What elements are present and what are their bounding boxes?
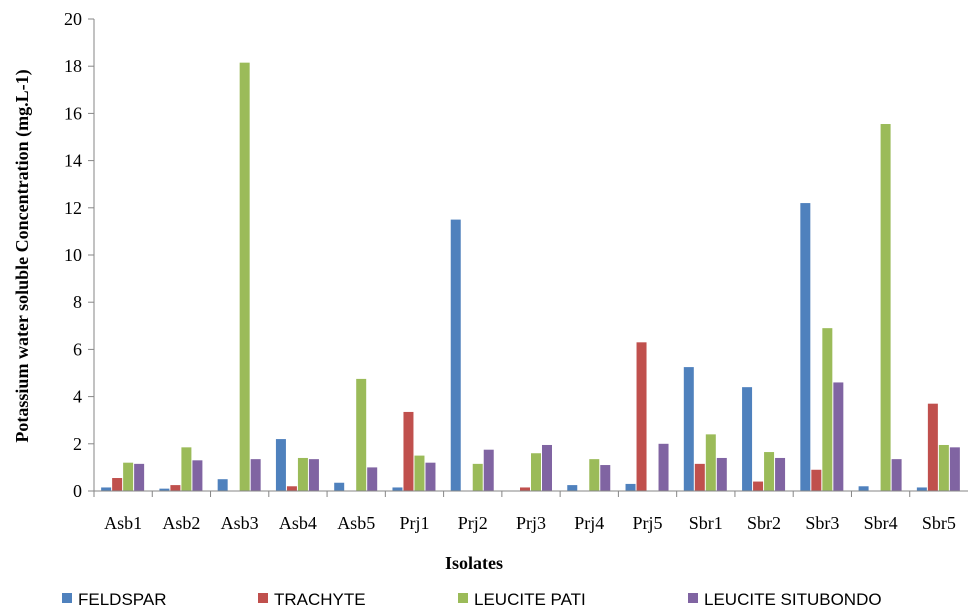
- y-tick-label: 8: [73, 292, 82, 312]
- bar-leucite-situbondo-sbr4: [891, 459, 902, 491]
- x-tick-label: Prj1: [399, 513, 429, 533]
- x-tick-label: Prj5: [633, 513, 663, 533]
- bar-leucite-situbondo-prj5: [658, 443, 669, 491]
- legend-label: LEUCITE PATI: [474, 590, 586, 609]
- y-tick-label: 18: [64, 56, 82, 76]
- bar-feldspar-sbr4: [858, 486, 869, 491]
- bar-feldspar-sbr1: [683, 367, 694, 491]
- bar-leucite-pati-sbr3: [822, 328, 833, 491]
- bar-leucite-pati-asb5: [356, 378, 367, 491]
- bar-feldspar-prj1: [392, 487, 403, 491]
- y-tick-label: 16: [64, 103, 82, 123]
- legend-label: TRACHYTE: [274, 590, 366, 609]
- bar-leucite-situbondo-sbr5: [949, 447, 960, 491]
- legend-swatch: [258, 593, 268, 603]
- bar-feldspar-asb1: [101, 487, 112, 491]
- bar-trachyte-sbr3: [811, 469, 822, 491]
- x-axis-title: Isolates: [445, 553, 503, 573]
- legend-swatch: [458, 593, 468, 603]
- bar-leucite-pati-asb1: [123, 462, 134, 491]
- x-tick-label: Prj4: [574, 513, 604, 533]
- bar-leucite-pati-sbr5: [938, 444, 949, 491]
- bar-trachyte-prj3: [520, 487, 530, 491]
- bar-feldspar-prj2: [450, 219, 461, 491]
- x-tick-label: Asb4: [279, 513, 317, 533]
- bar-leucite-pati-prj2: [472, 463, 483, 491]
- bar-leucite-pati-sbr4: [880, 124, 891, 492]
- y-tick-label: 20: [64, 9, 82, 29]
- bar-leucite-pati-sbr2: [764, 452, 775, 491]
- x-tick-label: Asb3: [221, 513, 259, 533]
- bar-leucite-pati-prj1: [414, 455, 425, 491]
- bar-trachyte-prj1: [403, 411, 414, 491]
- y-tick-label: 12: [64, 198, 82, 218]
- bar-trachyte-asb1: [112, 478, 123, 491]
- x-tick-label: Sbr2: [747, 513, 781, 533]
- x-tick-label: Asb2: [162, 513, 200, 533]
- legend-swatch: [62, 593, 72, 603]
- bar-feldspar-asb2: [159, 488, 170, 491]
- bar-leucite-pati-asb3: [239, 62, 250, 491]
- bar-trachyte-asb2: [170, 485, 181, 491]
- bar-leucite-pati-prj4: [589, 459, 600, 491]
- bar-leucite-situbondo-prj1: [425, 462, 436, 491]
- bar-feldspar-sbr5: [916, 487, 927, 491]
- legend: FELDSPAR TRACHYTE LEUCITE PATI LEUCITE SITU…: [62, 590, 882, 609]
- bar-trachyte-prj5: [636, 342, 647, 491]
- bar-leucite-situbondo-sbr2: [775, 457, 786, 491]
- bar-leucite-pati-prj3: [531, 453, 541, 491]
- bar-trachyte-sbr2: [753, 481, 764, 491]
- bar-feldspar-sbr2: [742, 387, 753, 491]
- bar-leucite-situbondo-asb3: [250, 459, 261, 491]
- y-tick-label: 6: [73, 339, 82, 359]
- bar-leucite-pati-sbr1: [705, 434, 716, 491]
- x-tick-label: Asb5: [337, 513, 375, 533]
- bar-leucite-situbondo-sbr3: [833, 382, 844, 491]
- bar-leucite-situbondo-sbr1: [716, 457, 727, 491]
- y-axis-title: Potassium water soluble Concentration (m…: [12, 69, 33, 442]
- bar-leucite-situbondo-asb4: [308, 459, 319, 491]
- bar-trachyte-asb4: [286, 486, 297, 491]
- y-tick-label: 14: [64, 151, 82, 171]
- bar-trachyte-sbr5: [927, 403, 938, 491]
- x-tick-label: Sbr4: [864, 513, 898, 533]
- bar-leucite-situbondo-asb5: [367, 467, 378, 491]
- bar-feldspar-prj4: [567, 485, 578, 491]
- bar-leucite-situbondo-prj2: [483, 449, 494, 491]
- bar-feldspar-prj5: [625, 483, 636, 491]
- x-tick-label: Sbr5: [922, 513, 956, 533]
- bar-leucite-situbondo-prj4: [600, 465, 611, 491]
- bar-feldspar-asb3: [217, 479, 228, 491]
- y-tick-label: 0: [73, 481, 82, 501]
- axes: [93, 19, 968, 492]
- bar-leucite-pati-asb2: [181, 447, 192, 491]
- y-tick-label: 10: [64, 245, 82, 265]
- bar-leucite-situbondo-asb2: [192, 460, 203, 491]
- legend-label: LEUCITE SITUBONDO: [704, 590, 882, 609]
- bar-leucite-situbondo-prj3: [542, 444, 552, 491]
- bar-leucite-pati-asb4: [297, 457, 308, 491]
- bar-leucite-situbondo-asb1: [134, 463, 145, 491]
- x-tick-label: Prj3: [516, 513, 546, 533]
- bar-feldspar-asb5: [334, 482, 345, 491]
- y-tick-label: 2: [73, 434, 82, 454]
- x-tick-label: Asb1: [104, 513, 142, 533]
- bar-feldspar-asb4: [275, 439, 286, 491]
- x-tick-label: Sbr1: [689, 513, 723, 533]
- y-axis-ticks: 0 2 4 6 8 10 12 14 16 18 20: [64, 9, 94, 501]
- bars: [101, 62, 960, 492]
- bar-trachyte-sbr1: [694, 463, 705, 491]
- x-tick-label: Sbr3: [805, 513, 839, 533]
- legend-swatch: [688, 593, 698, 603]
- bar-feldspar-sbr3: [800, 203, 811, 491]
- legend-label: FELDSPAR: [78, 590, 167, 609]
- y-tick-label: 4: [73, 387, 82, 407]
- x-axis-ticks: Asb1 Asb2 Asb3 Asb4 Asb5 Prj1 Prj2 Prj3 Prj4 Prj5…: [93, 491, 956, 533]
- x-tick-label: Prj2: [458, 513, 488, 533]
